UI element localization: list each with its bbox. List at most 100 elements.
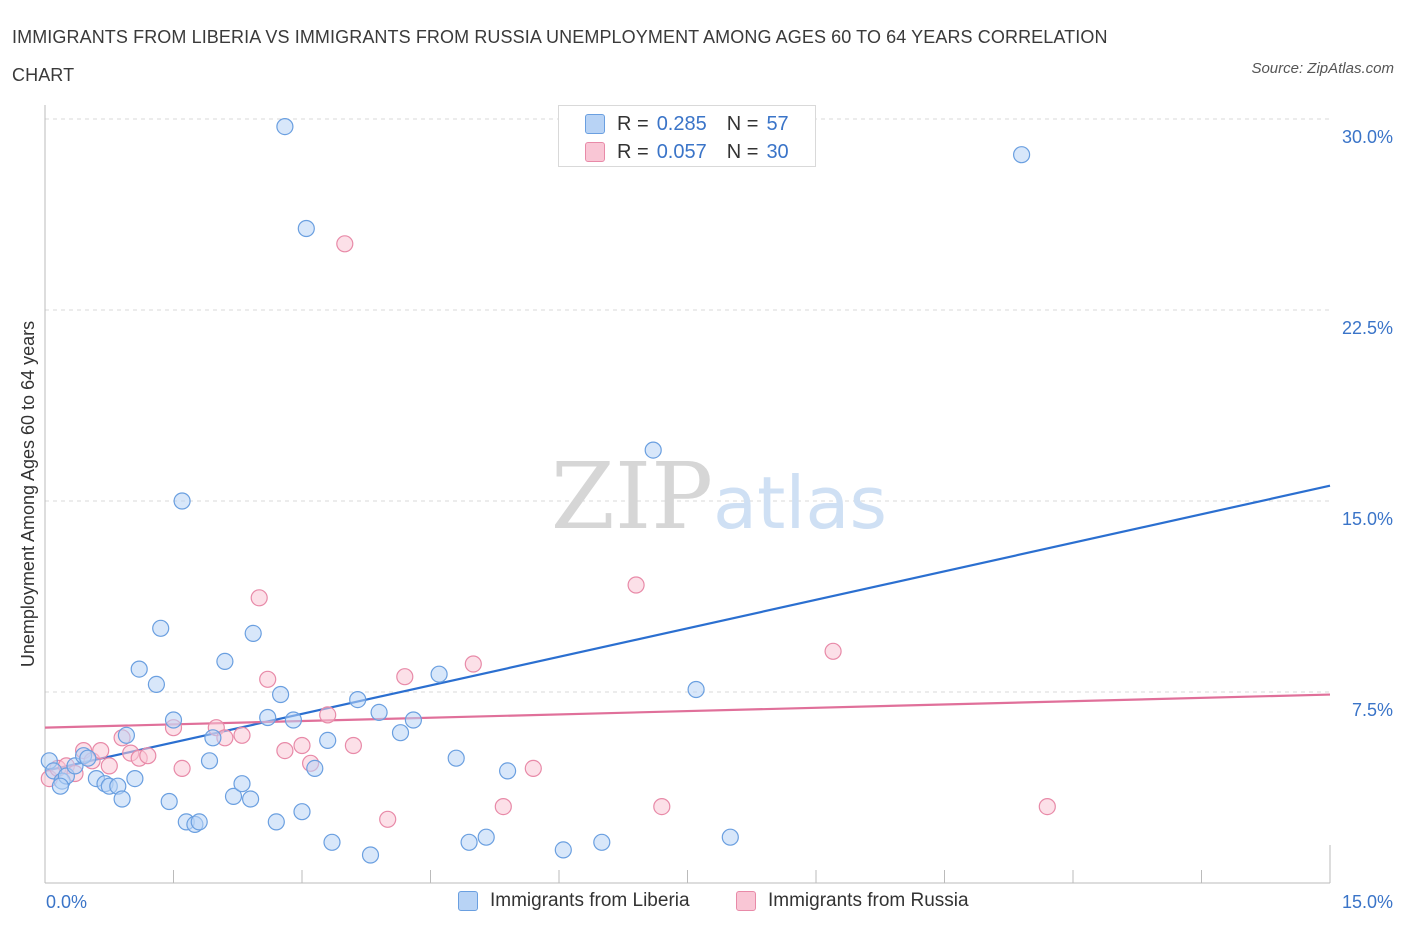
liberia-point bbox=[293, 803, 311, 821]
r-label: R = bbox=[617, 112, 649, 135]
y-tick-label: 22.5% bbox=[1342, 318, 1393, 338]
liberia-point bbox=[460, 833, 478, 851]
russia-point bbox=[653, 797, 671, 816]
russia-point bbox=[293, 736, 311, 755]
liberia-point bbox=[1012, 146, 1031, 164]
liberia-point bbox=[200, 752, 219, 770]
axes bbox=[44, 105, 1331, 884]
liberia-point bbox=[284, 711, 302, 729]
russia-swatch bbox=[736, 891, 756, 911]
liberia-point bbox=[233, 775, 251, 793]
liberia-point bbox=[319, 731, 337, 750]
liberia-point bbox=[297, 219, 315, 238]
n-label: N = bbox=[726, 112, 759, 135]
liberia-point bbox=[244, 624, 262, 643]
liberia-point bbox=[152, 619, 170, 637]
watermark-zip: ZIP bbox=[551, 443, 713, 550]
liberia-point bbox=[391, 724, 410, 742]
liberia-point bbox=[349, 690, 367, 709]
liberia-point bbox=[276, 117, 294, 136]
r-label: R = bbox=[617, 140, 649, 163]
liberia-point bbox=[267, 813, 285, 831]
n-label: N = bbox=[726, 140, 759, 163]
liberia-point bbox=[224, 787, 243, 806]
liberia-point bbox=[323, 833, 341, 851]
liberia-point bbox=[404, 711, 422, 729]
liberia-swatch bbox=[585, 114, 605, 134]
liberia-point bbox=[130, 660, 148, 678]
russia-point bbox=[92, 741, 110, 760]
y-tick-label: 30.0% bbox=[1342, 127, 1393, 147]
russia-point bbox=[344, 736, 362, 755]
grid-lines bbox=[45, 118, 1330, 693]
russia-point bbox=[524, 759, 542, 778]
chart-title: IMMIGRANTS FROM LIBERIA VS IMMIGRANTS FR… bbox=[12, 27, 1108, 85]
russia-point bbox=[824, 642, 842, 660]
r-value: 0.057 bbox=[656, 140, 707, 163]
legend-item-liberia: Immigrants from Liberia bbox=[458, 889, 690, 913]
liberia-point bbox=[190, 813, 208, 831]
watermark-atlas: atlas bbox=[713, 461, 887, 545]
liberia-point bbox=[113, 790, 131, 808]
liberia-swatch bbox=[458, 891, 478, 911]
chart-source: Source: ZipAtlas.com bbox=[1251, 60, 1394, 77]
liberia-point bbox=[644, 441, 662, 459]
liberia-point bbox=[173, 492, 191, 510]
liberia-point bbox=[447, 749, 465, 767]
russia-point bbox=[1038, 797, 1056, 816]
liberia-point bbox=[721, 828, 739, 846]
russia-point bbox=[396, 668, 414, 686]
legend-item-russia: Immigrants from Russia bbox=[736, 889, 969, 913]
trend-lines bbox=[44, 484, 1331, 773]
legend-row-liberia: R = 0.285 N = 57 bbox=[585, 112, 789, 136]
russia-point bbox=[100, 757, 118, 775]
russia-point bbox=[379, 810, 397, 828]
liberia-point bbox=[79, 749, 97, 767]
liberia-point bbox=[160, 792, 178, 811]
liberia-point bbox=[126, 769, 144, 788]
liberia-point bbox=[306, 759, 324, 778]
legend-row-russia: R = 0.057 N = 30 bbox=[585, 140, 789, 164]
x-tick-label: 15.0% bbox=[1342, 892, 1393, 912]
liberia-point bbox=[242, 790, 260, 808]
y-tick-label: 15.0% bbox=[1342, 509, 1393, 529]
n-value: 57 bbox=[766, 112, 789, 135]
legend-label-liberia: Immigrants from Liberia bbox=[490, 890, 690, 911]
russia-point bbox=[276, 741, 294, 760]
russia-point bbox=[464, 655, 482, 673]
liberia-point bbox=[51, 777, 70, 795]
watermark: ZIP atlas bbox=[551, 443, 887, 550]
liberia-point bbox=[687, 680, 705, 699]
liberia-point bbox=[499, 762, 517, 780]
liberia-point bbox=[117, 726, 136, 744]
russia-point bbox=[139, 747, 157, 765]
russia-point bbox=[259, 670, 277, 688]
y-axis-label: Unemployment Among Ages 60 to 64 years bbox=[18, 321, 38, 667]
tick-labels: 7.5% 15.0% 22.5% 30.0% 0.0% 15.0% bbox=[46, 127, 1393, 912]
data-points bbox=[40, 117, 1056, 864]
russia-point bbox=[627, 576, 645, 594]
liberia-point bbox=[259, 708, 277, 727]
liberia-point bbox=[164, 711, 183, 729]
liberia-point bbox=[370, 703, 388, 722]
liberia-point bbox=[216, 652, 234, 671]
liberia-point bbox=[204, 729, 222, 747]
russia-point bbox=[319, 706, 337, 724]
russia-trend-line bbox=[44, 693, 1331, 729]
russia-point bbox=[233, 726, 251, 744]
russia-point bbox=[250, 589, 268, 607]
r-value: 0.285 bbox=[656, 112, 707, 135]
x-tick-label: 0.0% bbox=[46, 892, 87, 912]
legend-label-russia: Immigrants from Russia bbox=[768, 890, 969, 911]
liberia-trend-line bbox=[44, 484, 1331, 773]
liberia-point bbox=[272, 685, 290, 704]
russia-swatch bbox=[585, 142, 605, 162]
liberia-point bbox=[147, 675, 165, 694]
y-tick-label: 7.5% bbox=[1352, 700, 1393, 720]
liberia-point bbox=[554, 841, 572, 859]
liberia-point bbox=[593, 833, 611, 851]
liberia-point bbox=[361, 846, 380, 864]
liberia-point bbox=[430, 665, 448, 683]
liberia-point bbox=[477, 828, 495, 846]
